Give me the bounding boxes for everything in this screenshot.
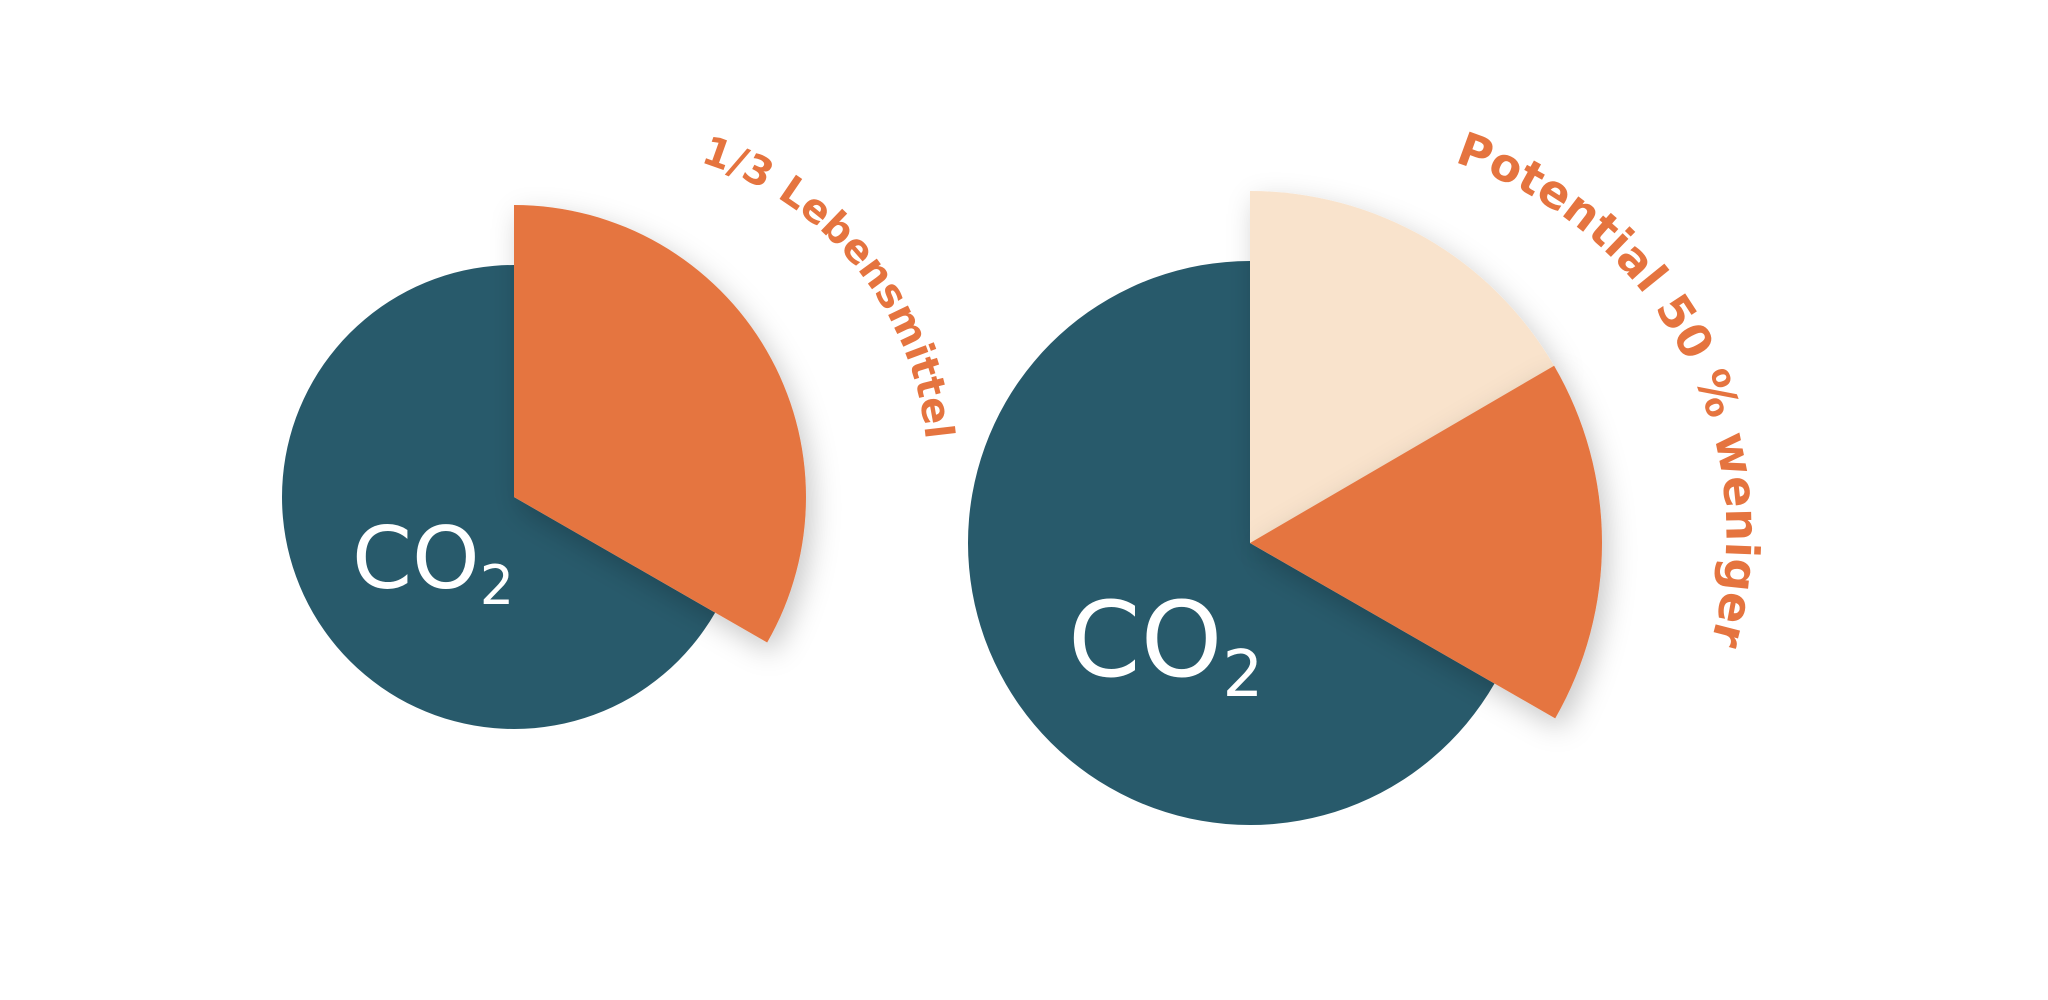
chart-1-co2-label: CO2	[352, 509, 514, 617]
chart-1-slice-1	[282, 265, 716, 729]
chart-1: 1/3 Lebensmittel CO2	[282, 128, 962, 729]
chart-2-co2-label: CO2	[1068, 579, 1263, 712]
chart-2: Potential 50 % weniger CO2	[967, 121, 1770, 825]
chart-1-slice-2	[514, 205, 806, 643]
chart-2-slice-1	[967, 261, 1495, 825]
chart-2-slice-3	[1250, 191, 1555, 543]
chart-2-slice-2	[1250, 365, 1603, 719]
